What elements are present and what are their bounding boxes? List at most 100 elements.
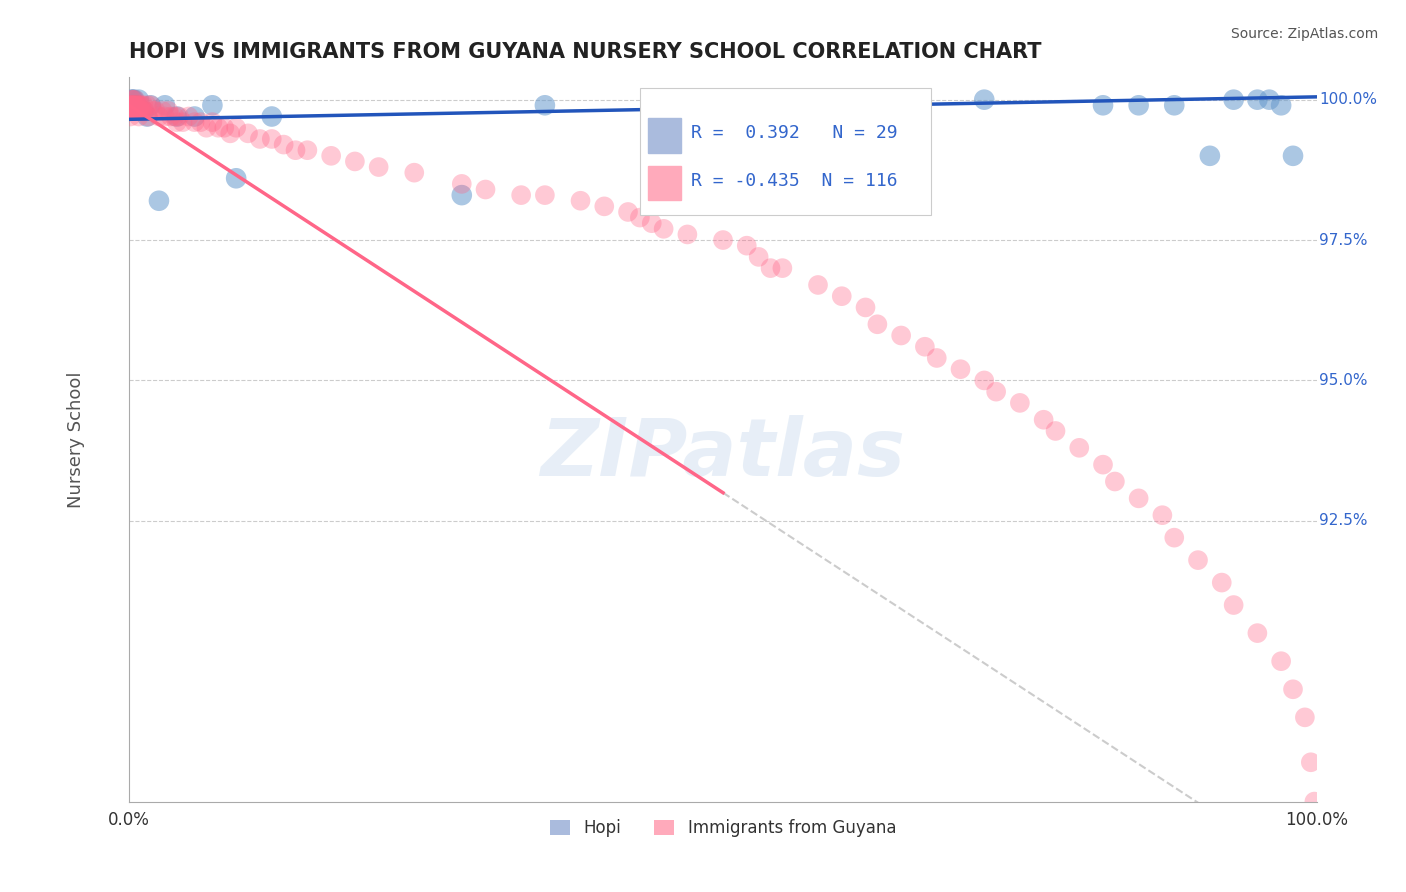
- Point: [1306, 822, 1329, 837]
- Point: [973, 373, 995, 387]
- Point: [949, 362, 972, 376]
- Point: [121, 93, 143, 107]
- Point: [831, 289, 853, 303]
- Point: [617, 205, 640, 219]
- Point: [534, 98, 557, 112]
- Point: [1152, 508, 1174, 523]
- Point: [1282, 682, 1305, 697]
- Point: [1199, 149, 1222, 163]
- Point: [890, 328, 912, 343]
- Point: [131, 103, 153, 118]
- Point: [225, 171, 247, 186]
- Point: [129, 103, 152, 118]
- Text: R =  0.392   N = 29: R = 0.392 N = 29: [690, 124, 897, 142]
- Point: [735, 238, 758, 252]
- Point: [1246, 93, 1268, 107]
- Point: [759, 261, 782, 276]
- Point: [125, 98, 148, 112]
- Legend: Hopi, Immigrants from Guyana: Hopi, Immigrants from Guyana: [543, 813, 903, 844]
- Point: [129, 98, 152, 112]
- Point: [152, 103, 174, 118]
- Point: [122, 98, 145, 112]
- Point: [120, 98, 142, 112]
- Point: [569, 194, 592, 208]
- Point: [236, 127, 259, 141]
- Point: [652, 222, 675, 236]
- Point: [122, 98, 145, 112]
- Text: 97.5%: 97.5%: [1319, 233, 1368, 248]
- Point: [748, 250, 770, 264]
- Point: [148, 110, 170, 124]
- Point: [1163, 98, 1185, 112]
- Point: [450, 177, 472, 191]
- Point: [855, 149, 877, 163]
- Point: [1222, 93, 1244, 107]
- Point: [132, 98, 155, 112]
- Point: [139, 98, 162, 112]
- FancyBboxPatch shape: [648, 166, 682, 201]
- FancyBboxPatch shape: [640, 88, 931, 215]
- Point: [914, 340, 936, 354]
- Text: HOPI VS IMMIGRANTS FROM GUYANA NURSERY SCHOOL CORRELATION CHART: HOPI VS IMMIGRANTS FROM GUYANA NURSERY S…: [129, 42, 1042, 62]
- Point: [770, 261, 793, 276]
- Point: [404, 166, 426, 180]
- Point: [510, 188, 533, 202]
- Point: [128, 110, 150, 124]
- Point: [122, 103, 145, 118]
- Point: [128, 98, 150, 112]
- Point: [166, 115, 188, 129]
- Point: [124, 98, 146, 112]
- Point: [260, 132, 283, 146]
- Point: [127, 98, 149, 112]
- Point: [134, 103, 156, 118]
- Point: [1069, 441, 1091, 455]
- Point: [711, 233, 734, 247]
- Point: [676, 227, 699, 242]
- Point: [139, 98, 162, 112]
- Point: [474, 182, 496, 196]
- Point: [1128, 98, 1150, 112]
- Point: [183, 115, 205, 129]
- Point: [219, 127, 242, 141]
- Point: [136, 110, 159, 124]
- Point: [121, 98, 143, 112]
- Point: [128, 93, 150, 107]
- Point: [121, 93, 143, 107]
- Point: [136, 98, 159, 112]
- Point: [120, 103, 142, 118]
- Point: [153, 98, 176, 112]
- Point: [973, 93, 995, 107]
- Point: [121, 93, 143, 107]
- Point: [628, 211, 651, 225]
- Point: [297, 143, 319, 157]
- Point: [1258, 93, 1281, 107]
- Point: [163, 110, 186, 124]
- Point: [122, 93, 145, 107]
- Point: [1008, 396, 1031, 410]
- Point: [450, 188, 472, 202]
- Point: [148, 194, 170, 208]
- Point: [207, 120, 229, 135]
- Point: [321, 149, 343, 163]
- Point: [1104, 475, 1126, 489]
- Point: [1163, 531, 1185, 545]
- Point: [125, 103, 148, 118]
- Text: 100.0%: 100.0%: [1319, 92, 1376, 107]
- Point: [201, 98, 224, 112]
- Point: [129, 98, 152, 112]
- Point: [127, 103, 149, 118]
- Text: ZIPatlas: ZIPatlas: [540, 415, 905, 493]
- Text: R = -0.435  N = 116: R = -0.435 N = 116: [690, 172, 897, 190]
- Point: [121, 103, 143, 118]
- Point: [121, 93, 143, 107]
- Point: [249, 132, 271, 146]
- FancyBboxPatch shape: [648, 119, 682, 153]
- Point: [1045, 424, 1067, 438]
- Point: [121, 103, 143, 118]
- Point: [1270, 654, 1292, 668]
- Text: Source: ZipAtlas.com: Source: ZipAtlas.com: [1230, 27, 1378, 41]
- Point: [807, 277, 830, 292]
- Point: [157, 103, 180, 118]
- Point: [120, 110, 142, 124]
- Point: [195, 120, 218, 135]
